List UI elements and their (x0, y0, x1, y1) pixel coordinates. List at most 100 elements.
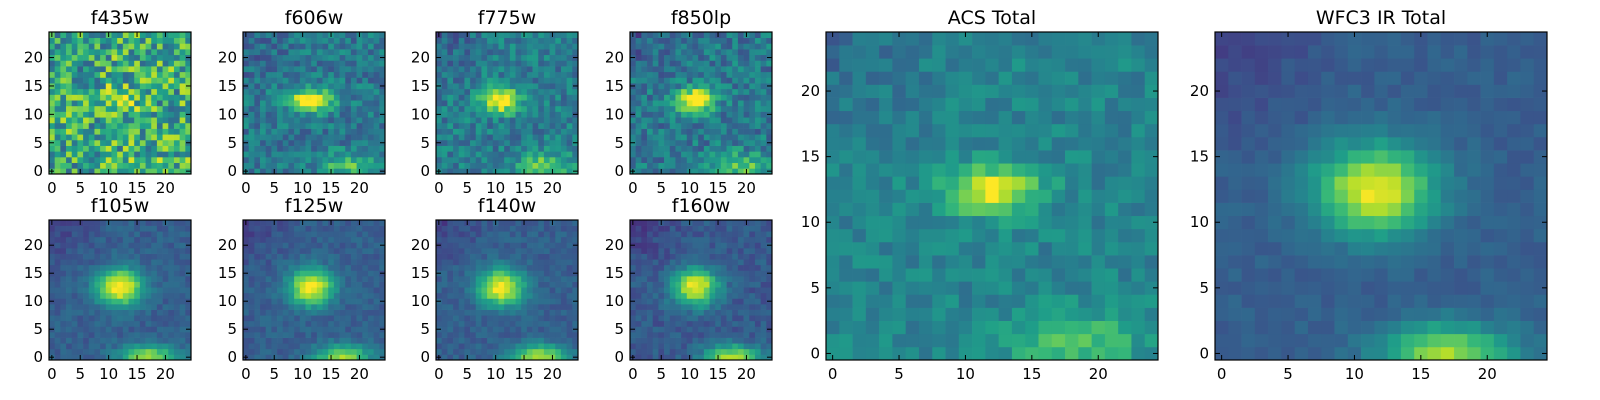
heatmap-cell (481, 162, 488, 169)
heatmap-cell (647, 128, 654, 135)
heatmap-cell (77, 100, 84, 107)
heatmap-cell (481, 281, 488, 288)
heatmap-cell (492, 326, 499, 333)
heatmap-cell (1144, 294, 1159, 308)
heatmap-cell (322, 37, 329, 44)
heatmap-cell (134, 162, 141, 169)
heatmap-cell (1038, 84, 1053, 98)
heatmap-cell (737, 77, 744, 84)
heatmap-cell (475, 292, 482, 299)
heatmap-cell (1011, 255, 1026, 269)
heatmap-cell (66, 111, 73, 118)
heatmap-cell (754, 94, 761, 101)
heatmap-cell (316, 337, 323, 344)
y-tick-label: 5 (810, 279, 820, 297)
heatmap-cell (379, 281, 386, 288)
heatmap-cell (288, 168, 295, 175)
heatmap-cell (328, 77, 335, 84)
heatmap-cell (49, 337, 56, 344)
heatmap-cell (367, 168, 374, 175)
heatmap-cell (60, 292, 67, 299)
heatmap-cell (373, 337, 380, 344)
heatmap-cell (754, 100, 761, 107)
heatmap-cell (555, 37, 562, 44)
heatmap-cell (265, 236, 272, 243)
heatmap-cell (441, 37, 448, 44)
heatmap-cell (464, 320, 471, 327)
heatmap-cell (543, 32, 550, 39)
heatmap-cell (972, 32, 986, 46)
heatmap-cell (66, 100, 73, 107)
heatmap-cell (865, 268, 880, 282)
heatmap-cell (356, 225, 363, 232)
heatmap-cell (560, 139, 567, 146)
heatmap-cell (362, 270, 369, 277)
heatmap-cell (441, 83, 448, 90)
heatmap-cell (743, 145, 750, 152)
heatmap-cell (367, 100, 374, 107)
heatmap-cell (294, 60, 301, 67)
heatmap-cell (504, 100, 511, 107)
heatmap-cell (83, 60, 90, 67)
heatmap-cell (122, 231, 129, 238)
heatmap-cell (543, 49, 550, 56)
heatmap-cell (453, 49, 460, 56)
heatmap-cell (333, 71, 340, 78)
heatmap-cell (532, 332, 539, 338)
heatmap-cell (316, 122, 323, 129)
heatmap-cell (664, 117, 671, 124)
heatmap-cell (447, 354, 454, 361)
heatmap-cell (945, 202, 960, 217)
heatmap-cell (117, 326, 124, 333)
heatmap-cell (88, 343, 95, 350)
heatmap-cell (754, 77, 761, 84)
heatmap-cell (1131, 84, 1146, 98)
heatmap-cell (458, 54, 465, 61)
heatmap-cell (379, 43, 386, 50)
heatmap-cell (543, 168, 550, 175)
heatmap-cell (686, 66, 693, 73)
heatmap-cell (265, 304, 272, 310)
heatmap-cell (1131, 58, 1146, 72)
heatmap-cell (254, 326, 261, 333)
heatmap-cell (1078, 281, 1092, 295)
heatmap-cell (179, 231, 186, 238)
heatmap-cell (71, 270, 78, 277)
heatmap-cell (322, 60, 329, 67)
heatmap-cell (492, 66, 499, 73)
heatmap-cell (162, 139, 169, 146)
heatmap-cell (549, 111, 556, 118)
heatmap-cell (698, 134, 705, 141)
heatmap-cell (179, 151, 186, 158)
heatmap-cell (572, 105, 579, 112)
heatmap-cell (362, 320, 369, 327)
heatmap-cell (277, 139, 284, 146)
heatmap-cell (271, 309, 278, 316)
heatmap-cell (373, 332, 380, 338)
heatmap-cell (1091, 228, 1106, 243)
heatmap-cell (464, 100, 471, 107)
heatmap-cell (658, 134, 665, 141)
heatmap-cell (139, 320, 146, 327)
heatmap-cell (168, 332, 175, 338)
heatmap-cell (549, 145, 556, 152)
heatmap-cell (339, 105, 346, 112)
heatmap-cell (538, 287, 545, 294)
heatmap-cell (749, 151, 756, 158)
heatmap-cell (105, 337, 112, 344)
heatmap-cell (865, 202, 880, 217)
heatmap-cell (498, 343, 505, 350)
heatmap-cell (299, 320, 306, 327)
heatmap-cell (248, 343, 255, 350)
heatmap-cell (737, 100, 744, 107)
heatmap-cell (271, 66, 278, 73)
heatmap-cell (504, 348, 511, 355)
heatmap-cell (54, 77, 61, 84)
heatmap-cell (288, 156, 295, 163)
heatmap-cell (743, 151, 750, 158)
heatmap-cell (311, 225, 318, 232)
heatmap-cell (515, 49, 522, 56)
heatmap-cell (54, 83, 61, 90)
heatmap-cell (100, 315, 107, 322)
heatmap-cell (521, 309, 528, 316)
